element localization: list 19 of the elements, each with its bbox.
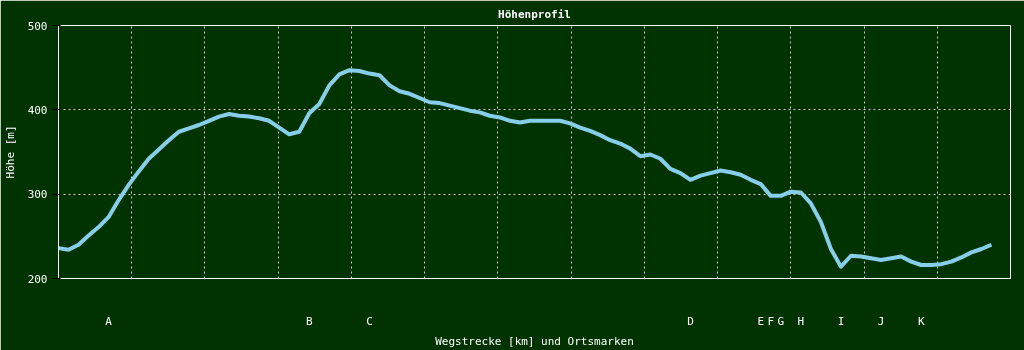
- x-tick-label: A: [105, 314, 113, 328]
- x-tick-label: G: [777, 314, 785, 328]
- y-tick-label: 400: [27, 103, 48, 117]
- y-tick-label: 500: [27, 19, 48, 33]
- y-tick-label: 200: [27, 272, 48, 286]
- line-series: [58, 68, 994, 269]
- x-tick-label: H: [797, 314, 805, 328]
- x-tick-label: C: [366, 314, 373, 328]
- x-axis-title: Wegstrecke [km] und Ortsmarken: [435, 334, 634, 348]
- y-axis-title: Höhe [m]: [3, 125, 17, 179]
- x-tick-label: E: [757, 314, 765, 328]
- x-tick-label: I: [837, 314, 845, 328]
- x-tick-label: D: [687, 314, 694, 328]
- x-tick-label: K: [917, 314, 925, 328]
- x-tick-label: B: [305, 314, 313, 328]
- x-tick-label: F: [767, 314, 775, 328]
- x-tick-label: J: [877, 314, 885, 328]
- chart-title: Höhenprofil: [498, 7, 571, 21]
- y-tick-label: 300: [27, 188, 48, 202]
